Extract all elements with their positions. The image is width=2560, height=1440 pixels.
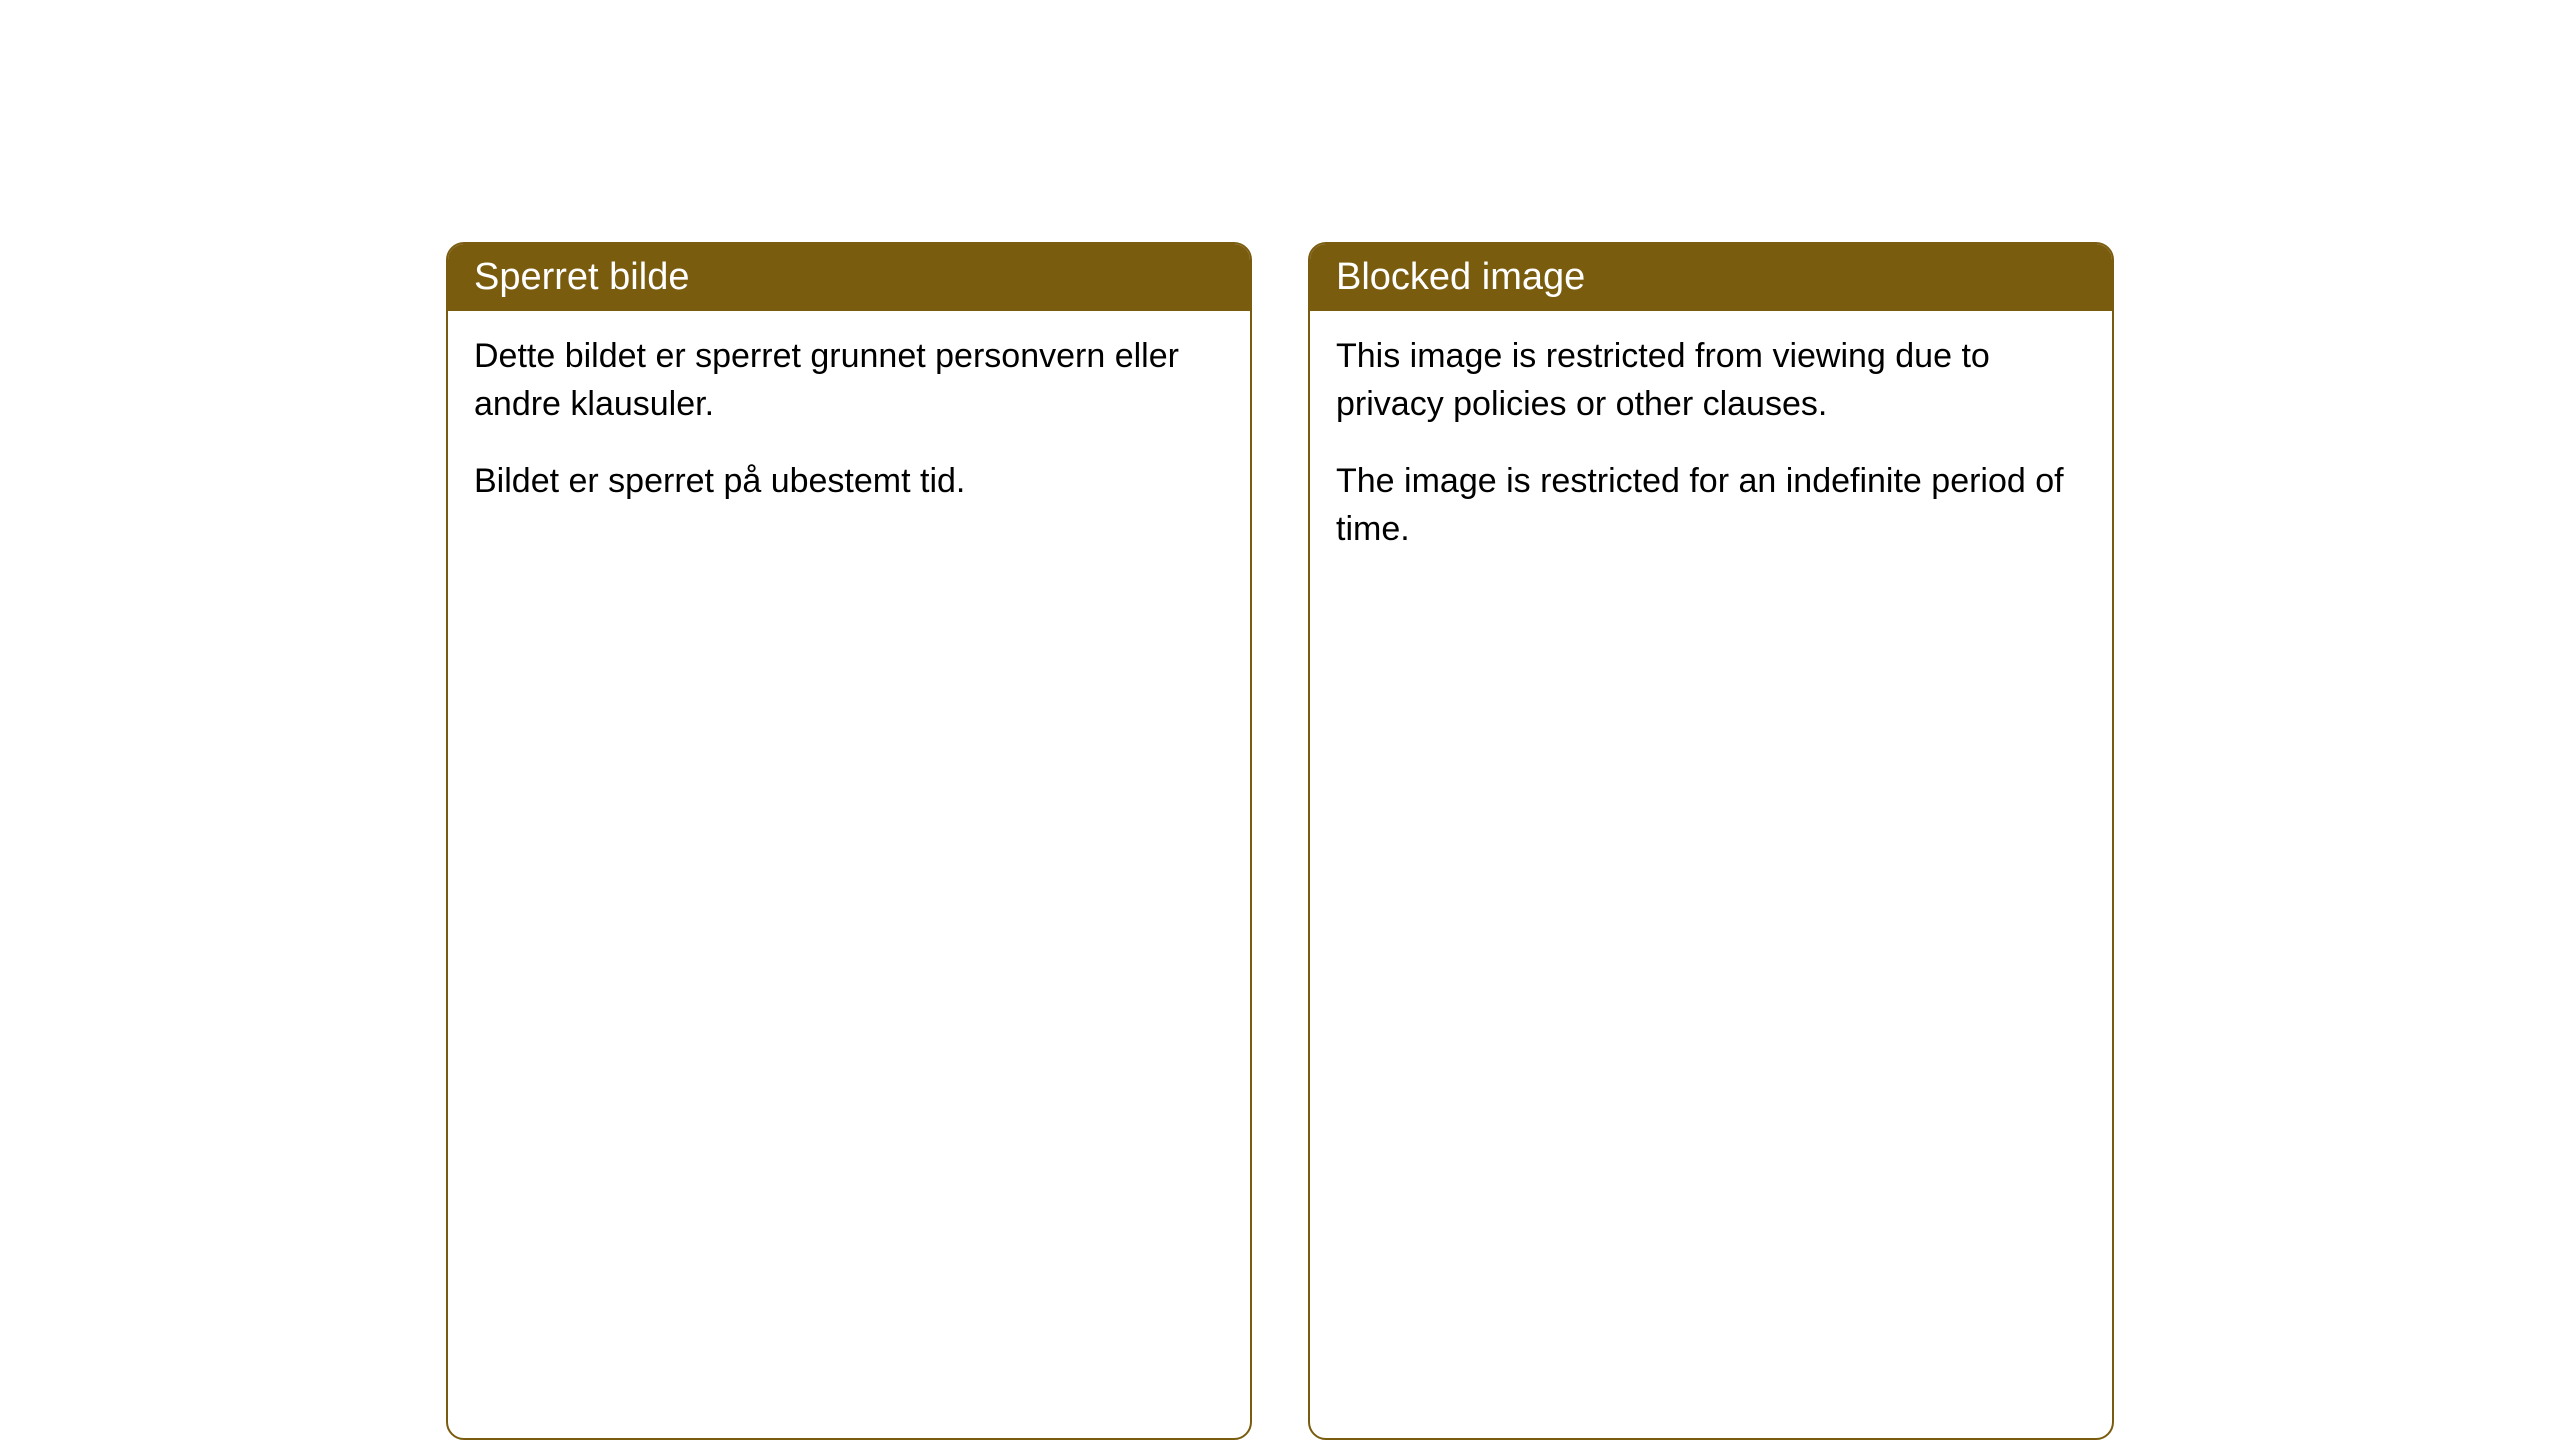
cards-container: Sperret bilde Dette bildet er sperret gr… xyxy=(446,242,2114,1440)
card-english-paragraph-2: The image is restricted for an indefinit… xyxy=(1336,458,2086,553)
card-english-title: Blocked image xyxy=(1336,256,1585,298)
card-english-body: This image is restricted from viewing du… xyxy=(1310,311,2112,593)
card-norwegian-header: Sperret bilde xyxy=(448,244,1250,311)
card-norwegian: Sperret bilde Dette bildet er sperret gr… xyxy=(446,242,1252,1440)
card-norwegian-title: Sperret bilde xyxy=(474,256,689,298)
card-norwegian-paragraph-2: Bildet er sperret på ubestemt tid. xyxy=(474,458,1224,506)
card-english: Blocked image This image is restricted f… xyxy=(1308,242,2114,1440)
card-english-header: Blocked image xyxy=(1310,244,2112,311)
card-english-paragraph-1: This image is restricted from viewing du… xyxy=(1336,333,2086,428)
card-norwegian-body: Dette bildet er sperret grunnet personve… xyxy=(448,311,1250,546)
card-norwegian-paragraph-1: Dette bildet er sperret grunnet personve… xyxy=(474,333,1224,428)
